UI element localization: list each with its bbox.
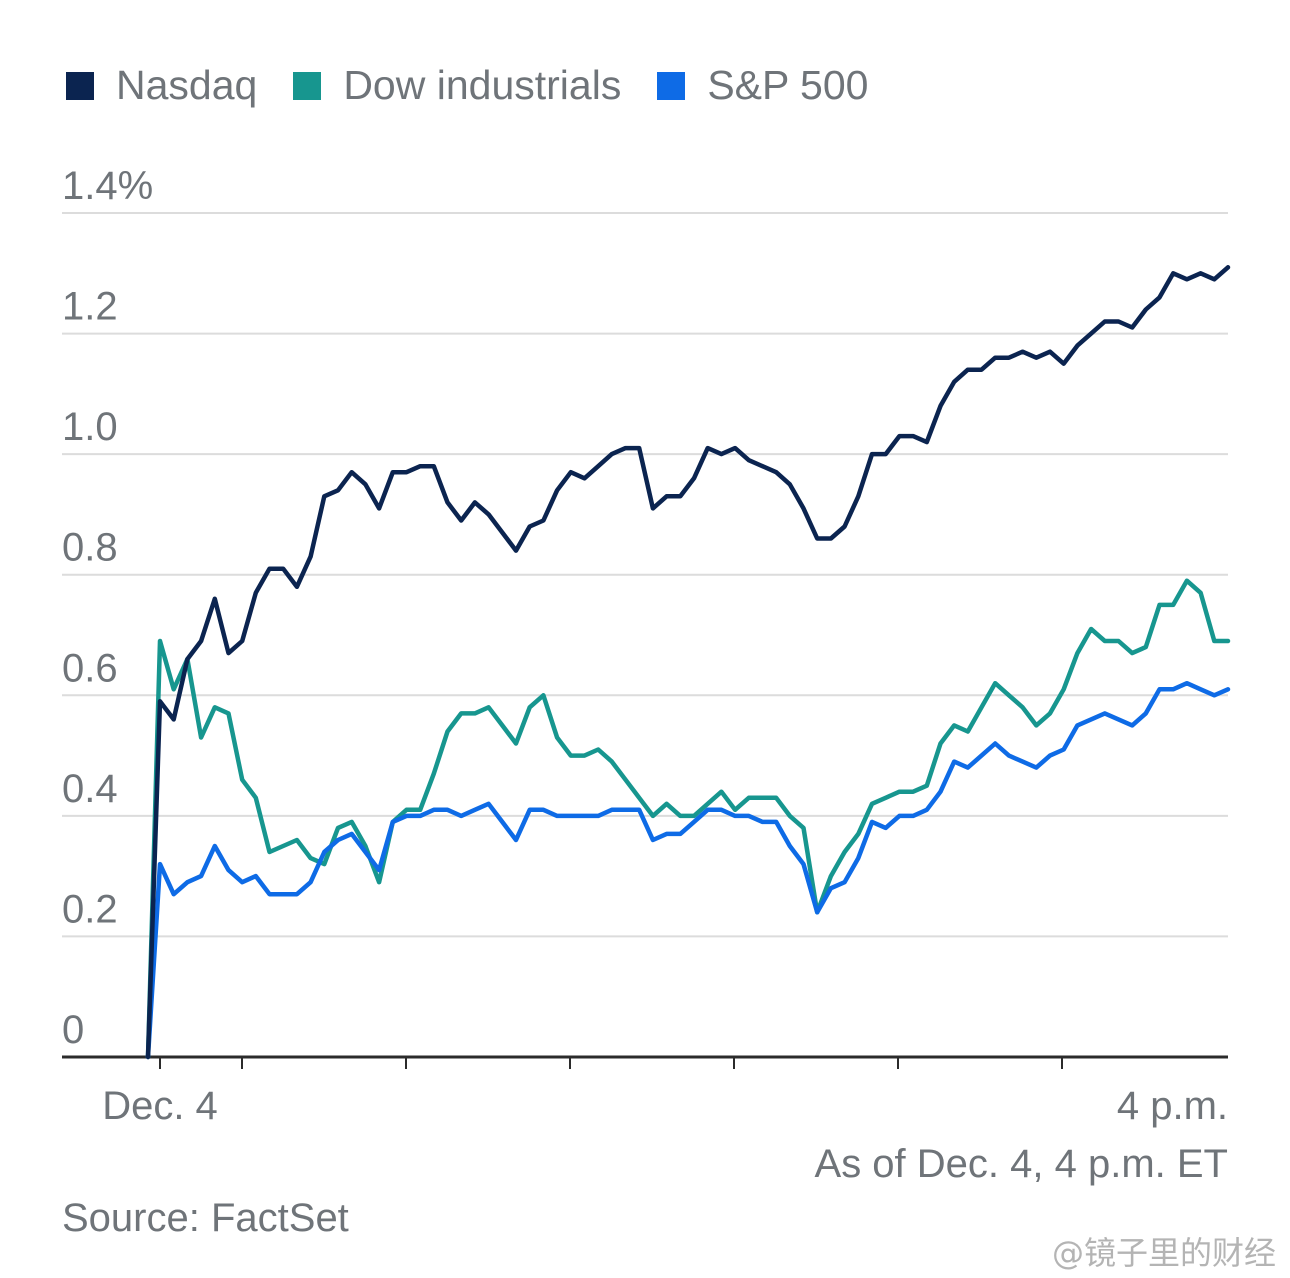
series-line-s-p-500 (145, 680, 1231, 1060)
y-tick-label: 0.2 (62, 887, 118, 931)
chart-source: Source: FactSet (62, 1196, 349, 1240)
legend-label-nasdaq: Nasdaq (116, 62, 258, 108)
y-tick-label: 1.2 (62, 285, 118, 329)
legend-swatch-nasdaq (66, 71, 94, 100)
y-tick-label: 0.6 (62, 646, 118, 690)
legend-swatch-dow (293, 71, 322, 100)
chart-footnote: As of Dec. 4, 4 p.m. ET (814, 1142, 1228, 1186)
y-tick-label: 1.0 (62, 405, 118, 449)
legend-label-sp500: S&P 500 (707, 62, 869, 108)
legend-item-sp500: S&P 500 (657, 62, 868, 109)
x-tick-label: Dec. 4 (102, 1084, 218, 1128)
legend-label-dow: Dow industrials (343, 62, 622, 108)
series-line-dow-industrials (145, 578, 1231, 1060)
y-tick-label: 1.4% (62, 164, 153, 208)
legend: Nasdaq Dow industrials S&P 500 (66, 62, 904, 109)
series-line-nasdaq (145, 265, 1231, 1060)
y-tick-label: 0.4 (62, 767, 118, 811)
legend-item-nasdaq: Nasdaq (66, 62, 257, 109)
y-tick-label: 0 (62, 1008, 84, 1052)
legend-item-dow: Dow industrials (293, 62, 621, 109)
y-tick-label: 0.8 (62, 526, 118, 570)
watermark: @镜子里的财经 (1051, 1234, 1276, 1272)
x-tick-label: 4 p.m. (1117, 1084, 1228, 1128)
legend-swatch-sp500 (657, 71, 686, 100)
